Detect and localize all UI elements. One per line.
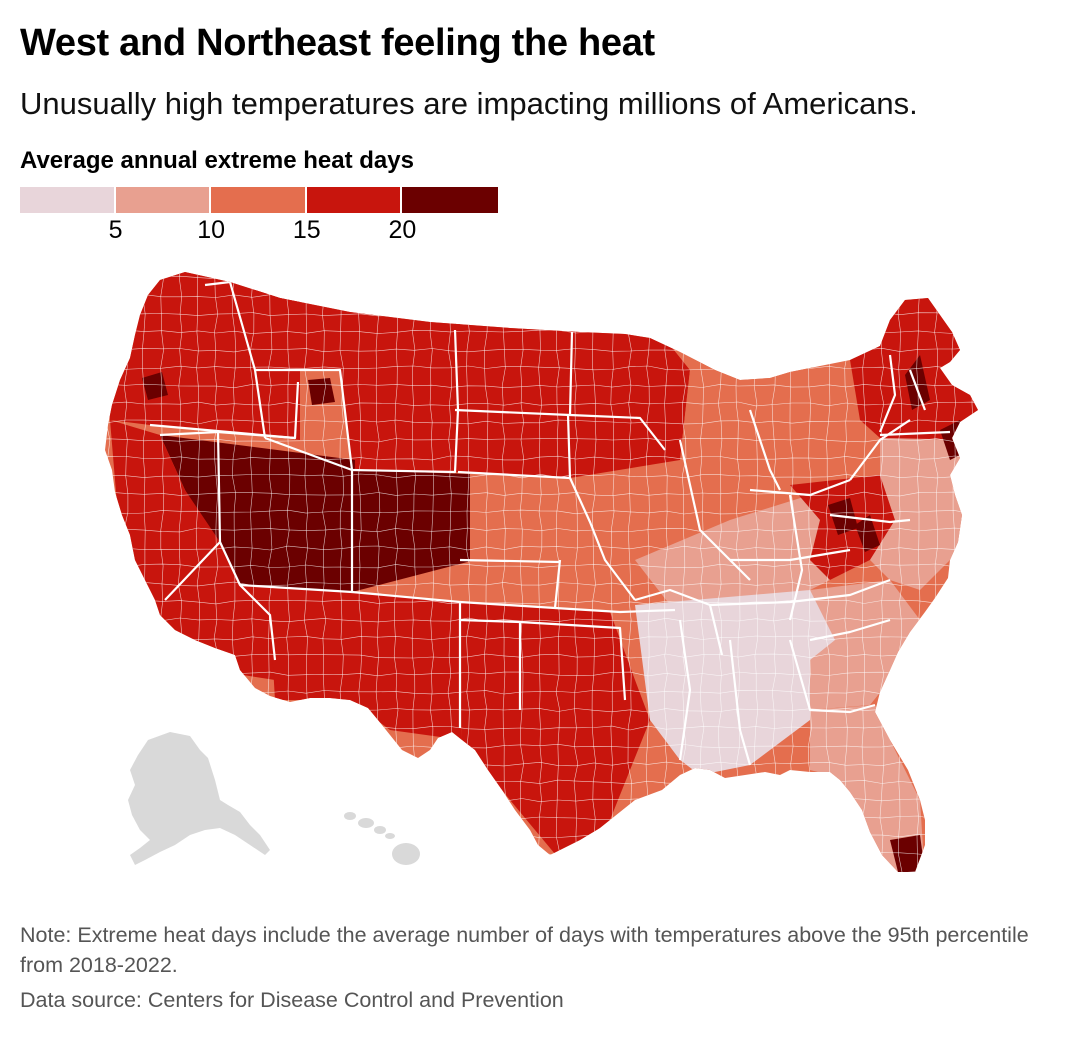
legend-swatch (115, 187, 212, 213)
region-fill (160, 435, 355, 592)
hotspot-fill (468, 760, 482, 782)
legend-tick-label: 15 (292, 216, 321, 244)
chart-subtitle: Unusually high temperatures are impactin… (20, 86, 918, 121)
legend-swatch (211, 187, 307, 213)
us-county-heat-map (105, 272, 978, 872)
legend-color-bar (20, 187, 498, 213)
legend-title: Average annual extreme heat days (20, 147, 414, 174)
region-fill (470, 474, 635, 608)
legend-swatch (306, 187, 403, 213)
region-fill (810, 580, 920, 710)
region-fill (460, 602, 650, 860)
hotspot-fill (855, 515, 880, 552)
region-fill (650, 320, 850, 520)
region-fill (240, 585, 462, 740)
region-fill (352, 470, 475, 592)
footnote: Note: Extreme heat days include the aver… (20, 923, 1029, 977)
legend-swatch (402, 187, 498, 213)
alaska-shape (128, 732, 270, 865)
legend-tick-label: 20 (388, 216, 417, 244)
region-fill (255, 280, 460, 472)
state-borders (149, 280, 951, 766)
chart-title: West and Northeast feeling the heat (20, 22, 655, 64)
legend-swatch (20, 187, 116, 213)
legend-tick-label: 10 (197, 216, 226, 244)
hawaii-islands (344, 812, 420, 865)
data-source: Data source: Centers for Disease Control… (20, 988, 564, 1012)
region-fill (870, 435, 970, 590)
region-fill (635, 485, 870, 605)
legend-tick-label: 5 (108, 216, 123, 244)
